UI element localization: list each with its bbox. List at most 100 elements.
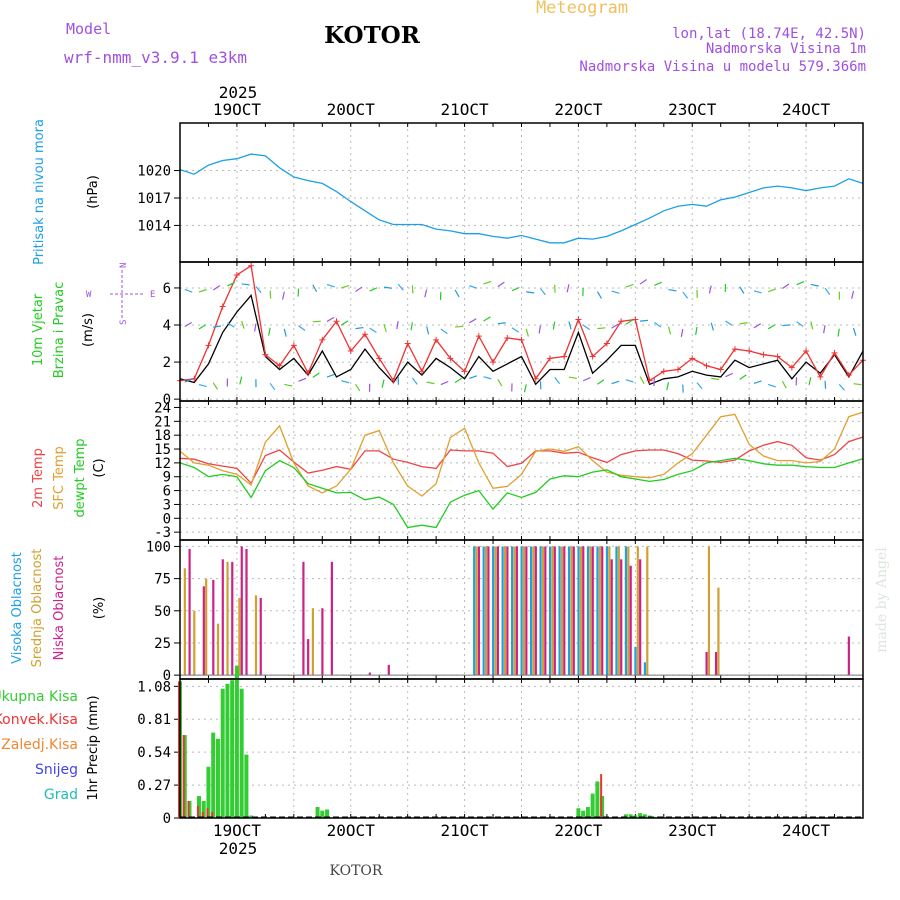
bottom-date-label: 24OCT: [782, 821, 831, 840]
location-title: KOTOR: [324, 22, 421, 49]
wind-arrow: [824, 287, 831, 295]
wind-arrow: [483, 316, 491, 322]
cloud-low-bar: [714, 651, 718, 676]
wind-arrow: [469, 375, 478, 379]
cloud-mid-bar: [484, 546, 488, 676]
model-name: wrf-nmm_v3.9.1 e3km: [64, 48, 247, 67]
wind-arrow: [184, 378, 193, 383]
wind-arrow: [582, 324, 591, 331]
wind-arrow: [241, 320, 245, 329]
wind-arrow: [269, 290, 272, 299]
y-tick-label: 6: [163, 281, 171, 297]
panel-frame: [179, 678, 864, 819]
gust-marker: [475, 333, 482, 340]
gust-marker: [248, 262, 255, 269]
y-tick-label: 75: [154, 572, 171, 588]
precip-total-bar: [239, 688, 244, 818]
gust-marker: [404, 340, 411, 347]
temp-unit: (C): [92, 458, 107, 477]
cloud-low-bar: [534, 546, 537, 676]
wind-arrow: [355, 286, 363, 293]
gust-marker: [518, 336, 525, 343]
gust-marker: [603, 340, 610, 347]
wind-arrow: [483, 376, 492, 380]
gust-marker: [191, 375, 198, 382]
cloud-mid-bar: [551, 546, 554, 676]
cloud-high-bar: [473, 546, 476, 676]
y-tick-label: 21: [154, 414, 171, 430]
wind-arrow: [739, 322, 748, 325]
cloud-low-bar: [705, 651, 708, 676]
wind-arrow: [696, 382, 703, 390]
elevation-label: Nadmorska Visina 1m: [706, 41, 866, 57]
cloud-low-bar: [231, 561, 234, 676]
wind-arrow: [710, 322, 715, 331]
wind-arrow: [326, 373, 335, 378]
top-date-label: 23OCT: [668, 100, 717, 119]
wind-arrow: [511, 327, 519, 333]
y-tick-label: 50: [154, 604, 171, 620]
wind-arrow: [497, 322, 506, 325]
cloud-low-bar: [610, 559, 613, 676]
precip-conv-bar: [600, 774, 603, 818]
cloud-high-bar: [567, 546, 571, 676]
cloud-low-bar: [321, 608, 324, 676]
gust-marker: [276, 362, 283, 369]
gust-marker: [319, 336, 326, 343]
compass-west: W: [86, 290, 92, 300]
cloud-mid-bar: [627, 546, 630, 676]
year-bottom: 2025: [219, 839, 258, 858]
gust-marker: [589, 353, 596, 360]
cloud-low-bar: [259, 597, 262, 676]
gust-marker: [760, 351, 767, 358]
wind-arrow: [538, 325, 542, 334]
wind-arrow: [184, 321, 192, 327]
gust-marker: [433, 336, 440, 343]
precip-total-bar: [628, 814, 633, 818]
wind-arrow: [782, 324, 791, 327]
wind-arrow: [284, 383, 293, 387]
wind-arrow: [625, 379, 634, 383]
wind-arrow: [411, 377, 418, 385]
wind-arrow: [326, 316, 335, 322]
wind-arrow: [483, 280, 492, 285]
gust-marker: [205, 342, 212, 349]
precip-conv-bar: [187, 800, 190, 818]
wind-arrow: [213, 325, 222, 328]
wind-arrow: [653, 321, 662, 328]
precip-legend: Ukupna Kisa Konvek.Kisa Zaledj.Kisa Snij…: [0, 689, 101, 803]
wind-arrow: [554, 376, 561, 385]
wind-arrow: [695, 326, 698, 335]
y-tick-label: 100: [146, 539, 171, 555]
wind-arrow: [680, 328, 684, 337]
wind-arrow: [341, 285, 350, 289]
precip-total-bar: [576, 808, 581, 818]
wind-arrow: [625, 283, 634, 288]
wind-arrow: [625, 319, 634, 325]
wind-arrow: [568, 321, 572, 330]
wind-arrow: [597, 379, 605, 385]
gust-marker: [618, 318, 625, 325]
pressure-title: Pritisak na nivou mora: [32, 119, 47, 265]
gust-marker: [703, 362, 710, 369]
wind-arrow: [611, 290, 620, 294]
wind-arrow: [298, 377, 307, 382]
cloud-unit: (%): [92, 597, 107, 620]
cloud-mid-bar: [254, 595, 258, 676]
pressure-line: [179, 153, 864, 244]
wind-speed-line: [179, 294, 864, 386]
cloud-high-bar: [482, 546, 485, 676]
wind-arrow: [212, 382, 219, 390]
legend-hail: Grad: [44, 787, 78, 803]
wind-arrow: [426, 381, 435, 385]
precip-total-bar: [581, 810, 586, 818]
compass-south: S: [119, 320, 129, 325]
cloud-low-bar: [639, 559, 642, 676]
wind-arrow: [455, 325, 464, 328]
legend-total-rain: Ukupna Kisa: [0, 689, 78, 705]
precip-conv-bar: [196, 805, 199, 818]
y-tick-label: 0: [163, 511, 171, 527]
top-date-label: 22OCT: [554, 100, 603, 119]
cloud-low-bar: [563, 546, 566, 676]
wind-arrow: [369, 287, 378, 292]
